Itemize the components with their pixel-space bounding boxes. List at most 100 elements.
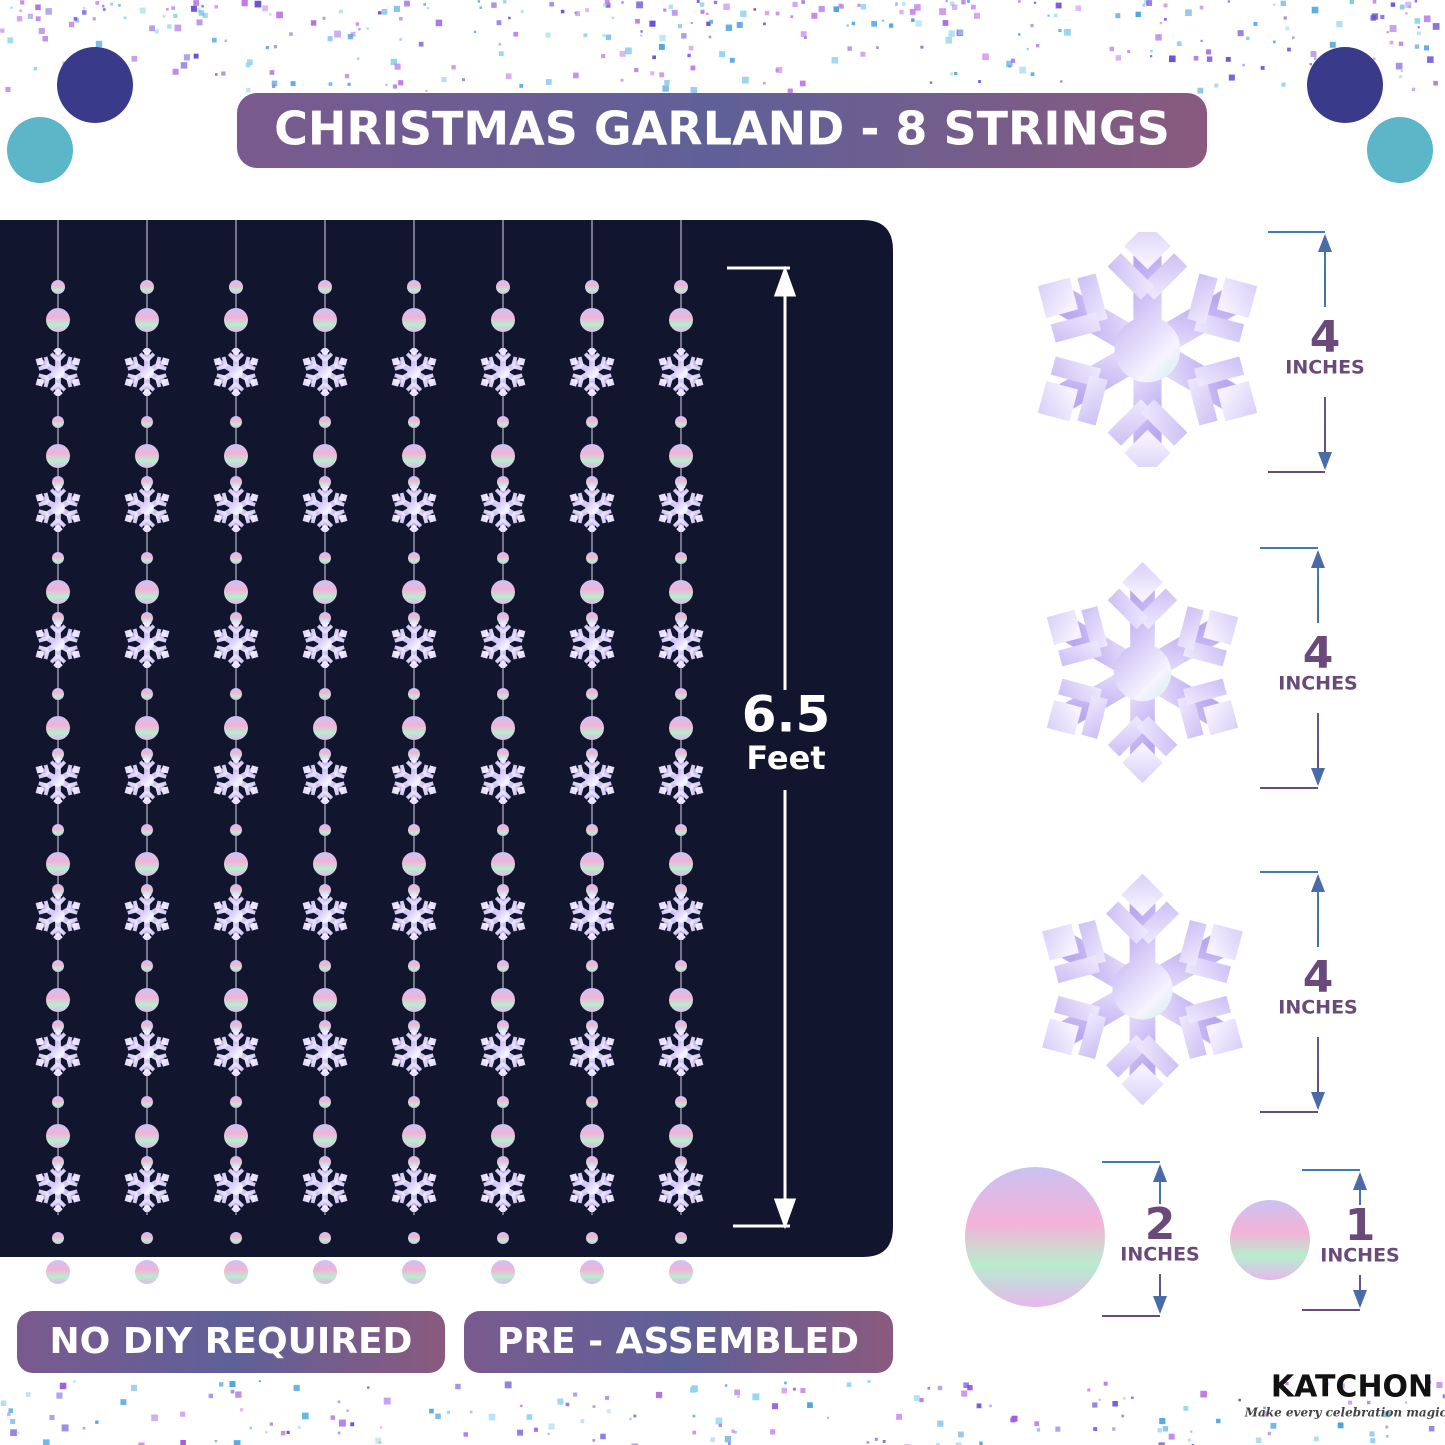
confetti-dot (241, 0, 248, 7)
confetti-dot (958, 29, 964, 36)
confetti-dot (1018, 0, 1021, 3)
confetti-dot (272, 84, 276, 88)
confetti-dot (330, 1415, 336, 1420)
confetti-dot (328, 82, 333, 86)
ornament (57, 47, 133, 123)
confetti-dot (269, 70, 275, 75)
confetti-dot (1115, 55, 1122, 61)
bead (402, 852, 426, 876)
bead (497, 1156, 509, 1168)
confetti-dot (1187, 1438, 1191, 1442)
bead (319, 960, 331, 972)
confetti-dot (1238, 1398, 1241, 1402)
confetti-dot (1309, 63, 1312, 66)
confetti-dot (190, 5, 197, 12)
confetti-dot (334, 30, 342, 38)
confetti-dot (1423, 15, 1431, 23)
confetti-dot (919, 1397, 924, 1403)
bead (141, 476, 153, 488)
confetti-dot (1197, 87, 1204, 94)
bead (135, 308, 159, 332)
confetti-dot (895, 2, 898, 5)
bead (135, 852, 159, 876)
bead (224, 308, 248, 332)
confetti-dot (95, 40, 103, 48)
confetti-dot (966, 0, 970, 4)
confetti-dot (942, 20, 949, 26)
confetti-dot (1055, 2, 1062, 9)
confetti-dot (1313, 57, 1317, 60)
bead (408, 1096, 420, 1108)
confetti-dot (202, 12, 208, 19)
confetti-dot (131, 55, 138, 62)
bead (586, 476, 598, 488)
confetti-dot (605, 34, 612, 40)
confetti-dot (882, 1439, 886, 1443)
bead (675, 960, 687, 972)
confetti-dot (713, 0, 718, 5)
confetti-dot (867, 1380, 871, 1383)
bead (141, 612, 153, 624)
confetti-dot (293, 1384, 300, 1392)
size-value: 4 (1303, 628, 1334, 679)
ornament (7, 117, 73, 183)
confetti-dot (10, 6, 13, 9)
confetti-dot (945, 0, 948, 3)
bead (402, 308, 426, 332)
confetti-dot (269, 1422, 274, 1426)
bead (408, 1156, 420, 1168)
confetti-dot (1405, 1, 1412, 8)
dimension-line (1302, 1169, 1361, 1311)
size-value: 2 (1145, 1199, 1176, 1250)
confetti-dot (973, 12, 980, 19)
confetti-dot (1395, 62, 1403, 70)
confetti-dot (1163, 3, 1168, 8)
bead (586, 552, 598, 564)
confetti-dot (662, 85, 669, 92)
confetti-dot (221, 71, 226, 76)
confetti-dot (799, 80, 806, 87)
confetti-dot (446, 1410, 451, 1414)
bead (46, 1260, 70, 1284)
confetti-dot (1093, 1427, 1098, 1431)
confetti-dot (265, 46, 269, 50)
confetti-dot (183, 54, 191, 61)
confetti-dot (655, 1391, 663, 1399)
length-arrow (727, 265, 797, 1230)
bead (224, 716, 248, 740)
confetti-dot (692, 1414, 696, 1418)
confetti-dot (172, 68, 179, 75)
confetti-dot (344, 73, 350, 79)
confetti-dot (358, 28, 361, 31)
bead (408, 748, 420, 760)
confetti-dot (573, 72, 579, 79)
bead (669, 1124, 693, 1148)
bead (141, 748, 153, 760)
confetti-dot (734, 1389, 740, 1396)
confetti-dot (383, 1397, 391, 1405)
confetti-dot (1112, 1427, 1116, 1431)
bead (669, 852, 693, 876)
bead (491, 580, 515, 604)
confetti-dot (896, 1413, 903, 1420)
confetti-dot (337, 1431, 341, 1435)
confetti-dot (770, 1429, 776, 1435)
confetti-dot (729, 57, 735, 63)
confetti-dot (1047, 14, 1050, 17)
confetti-dot (549, 1, 554, 7)
bead (230, 748, 242, 760)
confetti-dot (1150, 49, 1153, 53)
bead (408, 476, 420, 488)
title-pill (237, 93, 1207, 168)
bead (491, 852, 515, 876)
confetti-dot (954, 71, 958, 76)
confetti-dot (82, 6, 86, 10)
bead (319, 884, 331, 896)
bead (313, 1260, 337, 1284)
bead (318, 280, 332, 294)
confetti-dot (350, 1422, 355, 1427)
confetti-dot (337, 1400, 341, 1404)
confetti-dot (871, 20, 878, 27)
bead (491, 716, 515, 740)
confetti-dot (1433, 80, 1438, 86)
